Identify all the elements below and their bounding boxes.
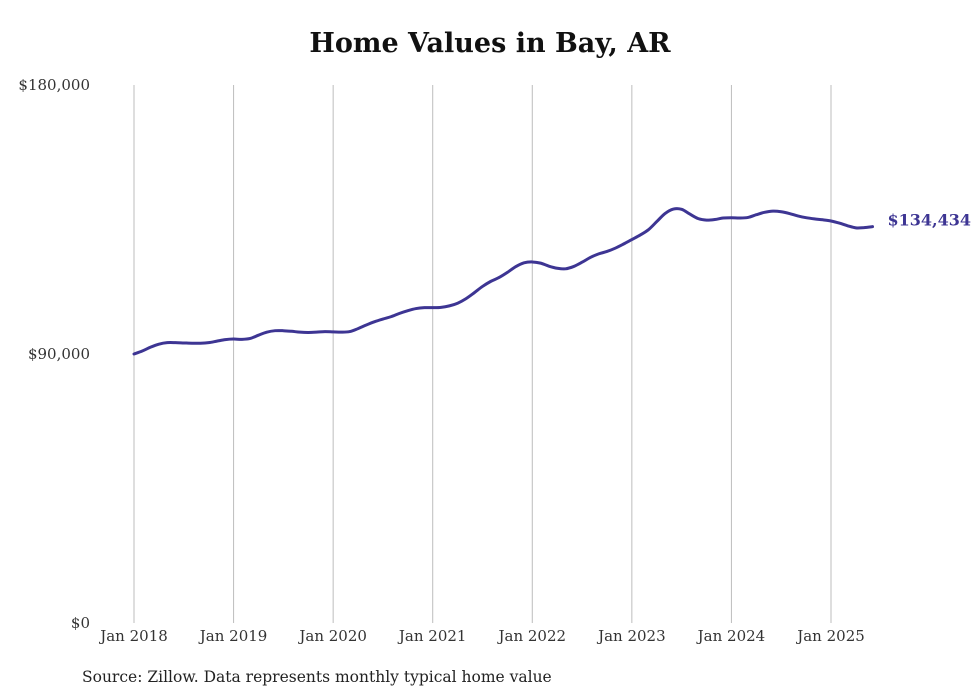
grid-layer [133,85,832,623]
x-tick-label: Jan 2020 [297,627,367,645]
y-tick-label: $90,000 [28,345,90,363]
chart-title: Home Values in Bay, AR [309,28,671,59]
x-tick-label: Jan 2019 [198,627,268,645]
series-line [132,207,875,356]
x-tick-label: Jan 2021 [397,627,467,645]
x-axis-ticks: Jan 2018 Jan 2019 Jan 2020 Jan 2021 Jan 2022… [98,627,865,645]
x-tick-label: Jan 2018 [98,627,168,645]
x-tick-label: Jan 2023 [596,627,666,645]
y-tick-label: $180,000 [18,76,90,94]
end-value-label: $134,434 [888,211,972,230]
series-layer: $134,434 [132,207,972,356]
y-tick-label: $0 [71,614,90,632]
source-note: Source: Zillow. Data represents monthly … [82,668,552,686]
y-axis-ticks: $0 $90,000 $180,000 [18,76,90,632]
x-tick-label: Jan 2024 [696,627,766,645]
x-tick-label: Jan 2022 [497,627,567,645]
x-tick-label: Jan 2025 [795,627,865,645]
